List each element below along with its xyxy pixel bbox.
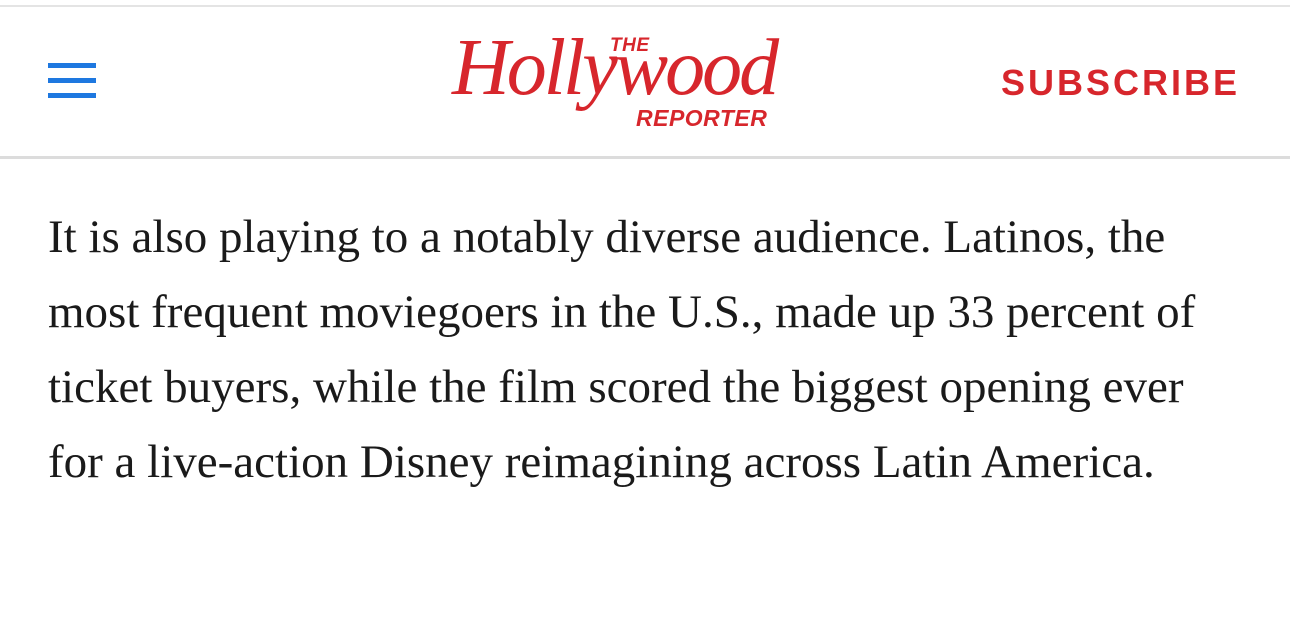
- header: Hollywood THE REPORTER SUBSCRIBE: [0, 7, 1290, 159]
- menu-bar: [48, 63, 96, 68]
- menu-bar: [48, 93, 96, 98]
- menu-bar: [48, 78, 96, 83]
- logo-reporter: REPORTER: [636, 105, 768, 131]
- divider: [0, 5, 1290, 7]
- article-paragraph: It is also playing to a notably diverse …: [48, 211, 1196, 488]
- menu-button[interactable]: [48, 63, 96, 99]
- logo-name: Hollywood: [452, 24, 779, 112]
- logo[interactable]: Hollywood THE REPORTER: [450, 24, 850, 137]
- subscribe-button[interactable]: SUBSCRIBE: [1000, 62, 1240, 103]
- logo-the: THE: [610, 35, 650, 56]
